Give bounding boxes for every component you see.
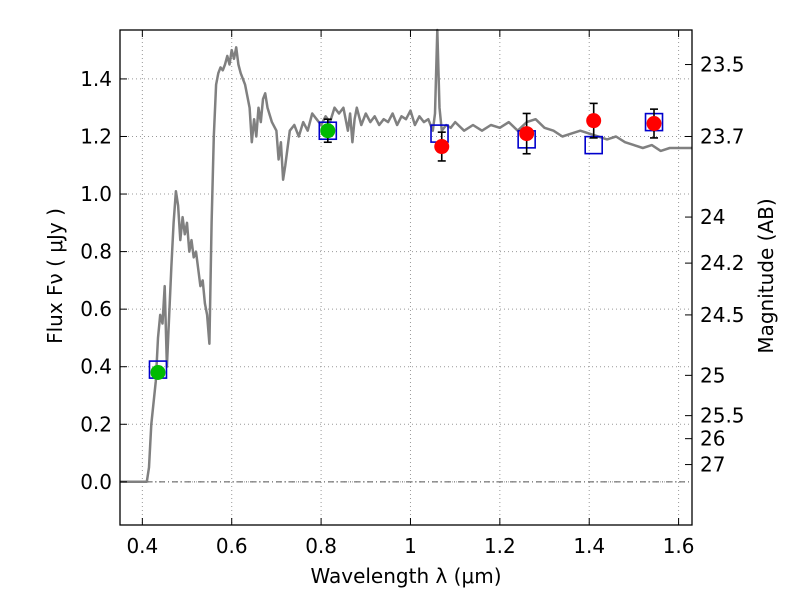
y-tick-label: 0.4	[80, 355, 112, 379]
y-tick-label: 0.0	[80, 470, 112, 494]
x-tick-label: 0.4	[126, 534, 158, 558]
y-tick-label: 1.2	[80, 124, 112, 148]
magnitude-tick-label: 24.2	[700, 251, 745, 275]
magnitude-tick-label: 23.7	[700, 124, 745, 148]
observed-flux-point	[434, 139, 450, 155]
x-tick-label: 1.2	[484, 534, 516, 558]
x-tick-label: 1.4	[573, 534, 605, 558]
y2-axis-label: Magnitude (AB)	[754, 198, 778, 353]
magnitude-tick-label: 27	[700, 453, 725, 477]
y-axis-label: Flux Fν ( μJy )	[43, 208, 67, 344]
magnitude-tick-label: 24.5	[700, 303, 745, 327]
tick-labels: 0.4 0.6 0.8 1 1.2 1.4 1.6 0.0 0.2 0.4 0.6 0.8 1.0 1.2…	[80, 53, 744, 558]
observed-flux-point	[320, 123, 336, 139]
model-spectrum-line	[120, 28, 692, 484]
x-tick-label: 1.6	[663, 534, 695, 558]
y-tick-label: 0.8	[80, 240, 112, 264]
plot-frame	[119, 29, 693, 526]
magnitude-tick-label: 25.5	[700, 404, 745, 428]
y-tick-label: 1.4	[80, 67, 112, 91]
observed-flux-point	[150, 364, 166, 380]
y-tick-label: 0.6	[80, 297, 112, 321]
observed-flux-point	[586, 113, 602, 129]
y-tick-label: 1.0	[80, 182, 112, 206]
grid	[120, 30, 692, 525]
observed-flux-point	[519, 126, 535, 142]
photometry-markers	[148, 102, 664, 380]
axis-ticks	[120, 30, 692, 525]
magnitude-tick-label: 26	[700, 427, 725, 451]
y-tick-label: 0.2	[80, 412, 112, 436]
magnitude-tick-label: 23.5	[700, 53, 745, 77]
magnitude-tick-label: 25	[700, 363, 725, 387]
magnitude-tick-label: 24	[700, 205, 725, 229]
x-tick-label: 0.8	[305, 534, 337, 558]
x-axis-label: Wavelength λ (μm)	[310, 564, 501, 588]
observed-flux-point	[646, 116, 662, 132]
x-tick-label: 1	[404, 534, 417, 558]
x-tick-label: 0.6	[216, 534, 248, 558]
model-flux-square	[584, 135, 603, 155]
